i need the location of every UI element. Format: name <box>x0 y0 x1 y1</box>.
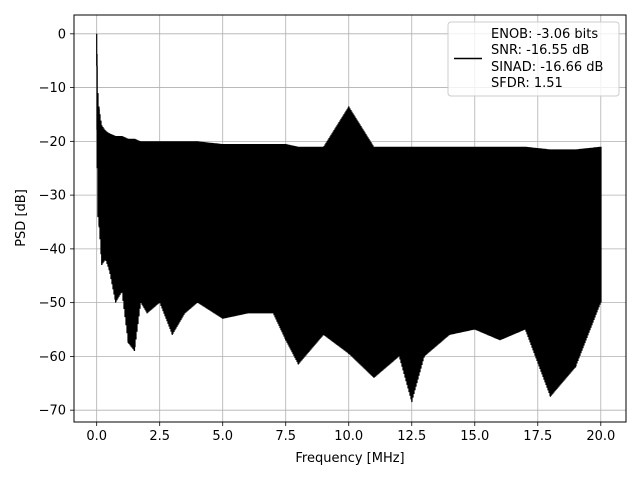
x-axis-title: Frequency [MHz] <box>295 451 404 466</box>
psd-noise-band <box>106 173 601 233</box>
legend-line-snr: SNR: -16.55 dB <box>491 43 589 58</box>
y-tick-label: −30 <box>39 189 66 204</box>
y-tick-label: −40 <box>39 242 66 257</box>
x-tick-label: 0.0 <box>86 429 107 444</box>
x-tick-label: 5.0 <box>212 429 233 444</box>
y-tick-label: −70 <box>39 404 66 419</box>
axes-frame <box>73 14 627 423</box>
legend-line-sfdr: SFDR: 1.51 <box>491 76 563 91</box>
x-tick-label: 2.5 <box>149 429 170 444</box>
y-tick-label: −60 <box>39 350 66 365</box>
x-tick-label: 20.0 <box>586 429 615 444</box>
legend-line-enob: ENOB: -3.06 bits <box>491 27 598 42</box>
legend-line-sinad: SINAD: -16.66 dB <box>491 60 603 75</box>
y-tick-label: −10 <box>39 81 66 96</box>
y-axis-title: PSD [dB] <box>14 189 29 247</box>
x-tick-label: 12.5 <box>397 429 426 444</box>
axis-ticks: 0.0 2.5 5.0 7.5 10.0 12.5 15.0 17.5 20.0 0 −10 −20 −… <box>39 27 616 444</box>
legend-box <box>447 21 620 97</box>
x-tick-label: 15.0 <box>460 429 489 444</box>
legend: ENOB: -3.06 bits SNR: -16.55 dB SINAD: -… <box>447 21 620 97</box>
x-tick-label: 10.0 <box>334 429 363 444</box>
x-tick-label: 17.5 <box>523 429 552 444</box>
y-tick-label: 0 <box>58 27 66 42</box>
x-tick-label: 7.5 <box>275 429 296 444</box>
psd-trace <box>96 33 602 403</box>
y-tick-label: −50 <box>39 296 66 311</box>
y-tick-label: −20 <box>39 135 66 150</box>
